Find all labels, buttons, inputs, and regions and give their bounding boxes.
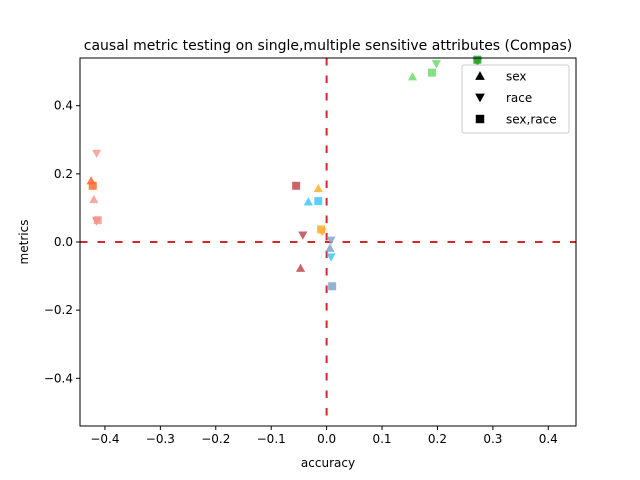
x-tick-label: 0.4 [539,432,558,446]
data-point-square [93,216,102,225]
legend-box [461,64,570,134]
x-tick-label: 0.3 [483,432,502,446]
x-tick-label: −0.3 [146,432,175,446]
legend-label: race [506,91,532,105]
data-point-square [88,181,97,190]
data-point-triangle-up [313,183,323,193]
y-tick-label: −0.4 [44,371,73,385]
data-point-triangle-down [326,236,336,245]
legend-marker-square [475,114,485,124]
y-tick-label: −0.2 [44,303,73,317]
x-tick-label: −0.1 [257,432,286,446]
legend-label: sex [506,70,527,84]
data-point-square [328,282,337,291]
legend: sex race sex,race [461,64,570,134]
data-point-square [427,68,436,77]
y-tick-label: 0.2 [54,167,73,181]
x-tick-label: −0.2 [201,432,230,446]
legend-marker-triangle-up [475,71,485,80]
data-point-square [314,197,323,206]
x-tick-label: 0.2 [428,432,447,446]
legend-marker-triangle-down [475,93,485,103]
data-point-triangle-down [92,149,102,159]
y-tick-label: 0.4 [54,99,73,113]
data-point-triangle-up [407,72,418,81]
y-axis-label: metrics [17,220,31,265]
data-point-triangle-up [325,243,335,252]
chart-title: causal metric testing on single,multiple… [84,38,572,54]
x-tick-label: 0.1 [372,432,391,446]
plot-area: −0.4 −0.3 −0.2 −0.1 0.0 0.1 0.2 0.3 0.4 −0.4 −0.2 0… [44,55,577,446]
data-point-triangle-up [295,263,306,272]
x-axis-label: accuracy [301,456,355,470]
data-point-triangle-down [431,60,441,69]
data-point-square [292,181,301,190]
y-tick-label: 0.0 [54,235,73,249]
data-point-triangle-up [89,194,99,204]
data-point-triangle-down [326,253,336,262]
x-tick-label: 0.0 [317,432,336,446]
x-tick-label: −0.4 [90,432,119,446]
legend-label: sex,race [506,113,557,127]
data-point-triangle-down [298,231,308,240]
data-point-triangle-down [317,228,327,237]
data-point-triangle-up [303,197,313,206]
data-point-square [473,55,482,64]
